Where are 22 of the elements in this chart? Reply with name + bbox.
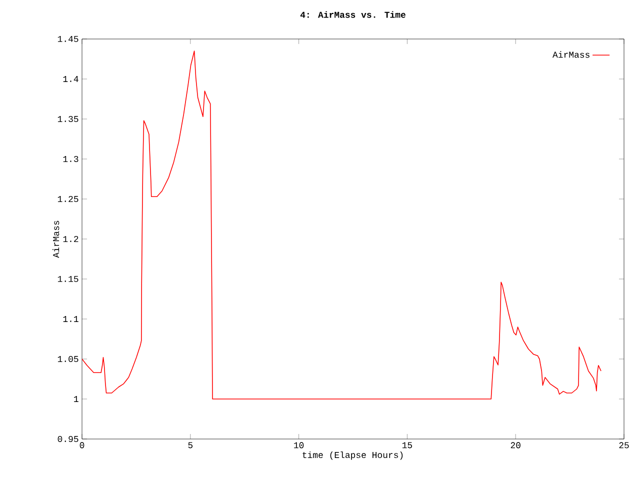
y-tick-label: 1.15 [58,276,78,282]
y-tick-label: 1 [74,396,78,402]
chart-title: 4: AirMass vs. Time [300,11,406,18]
x-tick-label: 10 [294,442,304,448]
y-tick-label: 1.35 [58,116,78,122]
x-tick-label: 20 [510,442,520,448]
x-tick-label: 15 [402,442,412,448]
x-tick-label: 0 [80,442,84,448]
x-axis-title: time (Elapse Hours) [302,451,403,460]
legend-label: AirMass [552,51,590,58]
y-tick-label: 1.2 [63,236,78,242]
y-tick-label: 1.45 [58,36,78,42]
y-tick-label: 1.4 [63,76,78,82]
y-tick-label: 1.25 [58,196,78,202]
line-series [82,50,602,400]
y-tick-label: 1.05 [58,356,78,362]
x-tick-label: 5 [188,442,193,448]
y-tick-label: 1.1 [63,316,78,322]
x-tick-label: 25 [619,442,629,448]
y-tick-label: 0.95 [58,436,78,442]
y-axis-title: AirMass [52,220,60,258]
y-tick-label: 1.3 [63,156,78,162]
